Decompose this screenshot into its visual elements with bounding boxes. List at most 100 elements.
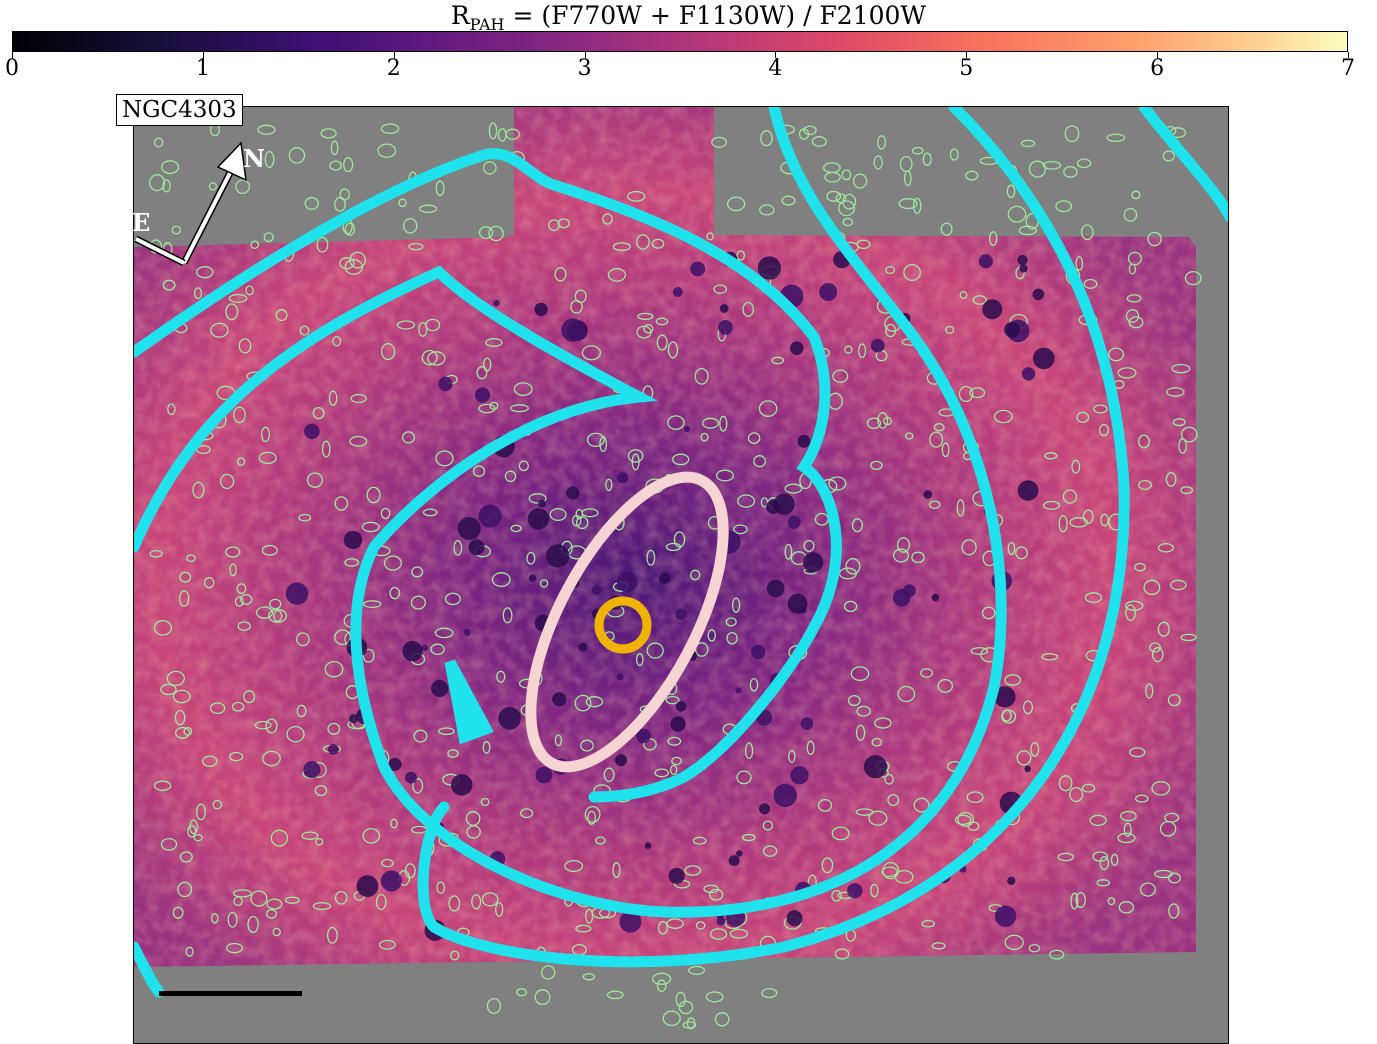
contour-loop [1093,404,1108,414]
contour-loop [826,190,842,202]
contour-loop [636,234,650,250]
contour-loop [954,814,972,826]
contour-loop [675,991,686,1008]
dark-clump [690,261,706,277]
dark-clump [751,644,766,660]
contour-loop [381,858,394,868]
contour-loop [237,621,251,631]
contour-loop [652,972,672,985]
center-circle [594,596,652,654]
contour-loop [327,722,341,735]
contour-loop [771,356,785,365]
contour-loop [1070,892,1079,910]
contour-loop [265,909,278,919]
colorbar-title: RPAH = (F770W + F1130W) / F2100W [450,1,927,35]
contour-loop [255,606,274,619]
contour-loop [149,549,163,558]
contour-loop [646,642,664,659]
contour-loop [1157,621,1170,637]
contour-loop [603,767,615,783]
dark-clump [474,387,491,403]
contour-loop [378,939,396,950]
contour-loop [483,357,492,372]
dark-clump [528,574,537,582]
contour-loop [264,150,275,169]
dark-clump [285,582,309,605]
contour-loop [587,810,597,825]
contour-loop [418,321,428,337]
contour-loop [694,367,709,385]
contour-loop [655,317,669,326]
contour-loop [166,670,185,687]
contour-loop [759,204,775,216]
contour-loop [510,404,529,413]
contour-loop [1171,363,1191,374]
contour-loop [1004,674,1022,686]
contour-loop [690,569,701,581]
contour-loop [328,390,338,406]
contour-loop [956,499,965,517]
contour-loop [1058,775,1073,792]
colorbar-tick-label: 5 [959,56,974,81]
contour-loop [838,200,856,217]
contour-loop [605,478,613,492]
contour-loop [602,213,613,225]
contour-loop [1028,160,1047,178]
contour-loop [781,195,796,206]
contour-loop [688,965,706,975]
contour-loop [585,908,594,924]
contour-loop [193,287,203,300]
contour-loop [270,829,289,847]
contour-loop [486,997,502,1015]
contour-loop [575,516,589,530]
contour-loop [183,726,193,736]
contour-loop [225,303,239,321]
map-field [134,107,1228,1030]
dark-clump [566,486,580,500]
colorbar-tick [1348,52,1349,58]
contour-loop [667,736,682,746]
contour-loop [427,351,446,366]
spiral-arm-3 [417,107,1130,968]
contour-loop [564,859,584,873]
contour-loop [344,558,360,567]
contour-loop [153,780,172,791]
contour-loop [708,888,724,901]
contour-loop [541,965,556,980]
contour-loop [179,571,192,583]
contour-loop [480,797,490,807]
contour-loop [920,668,934,678]
contour-loop [390,818,398,829]
contour-loop [478,226,494,240]
contour-loop [747,432,761,444]
contour-loop [380,123,400,135]
contour-loop [1089,814,1107,827]
contour-loop [981,606,996,620]
contour-loop [1041,653,1059,661]
contour-loop [1110,853,1119,866]
contour-loop [1016,750,1032,766]
contour-loop [339,257,355,270]
contour-loop [465,811,481,826]
contour-loop [229,751,244,762]
contour-loop [203,577,215,589]
contour-loop [961,539,977,556]
contour-loop [667,415,685,430]
contour-loop [175,726,191,739]
contour-loop [706,232,714,241]
contour-loop [436,881,446,894]
colorbar-tick-label: 7 [1341,56,1355,81]
contour-loop [885,265,896,275]
dark-clump [675,701,687,712]
contour-loop [1057,852,1074,862]
contour-loop [1020,139,1036,148]
contour-loop [657,920,668,935]
contour-loop [413,729,428,743]
contour-loop [656,979,667,993]
dark-clump [498,707,521,730]
colorbar-tick-label: 4 [768,56,783,81]
contour-loop [741,833,756,842]
contour-loop [966,791,984,804]
contour-loop [1100,513,1109,527]
contour-loop [662,1010,681,1027]
